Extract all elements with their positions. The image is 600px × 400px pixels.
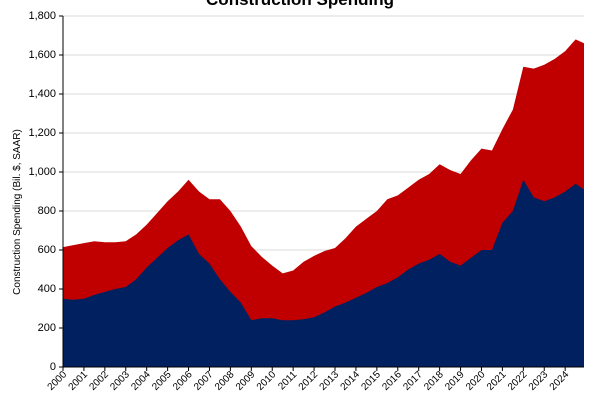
- x-tick-label: 2011: [276, 369, 299, 392]
- y-tick-label: 1,800: [28, 10, 56, 22]
- x-tick-label: 2016: [380, 369, 404, 393]
- y-tick-labels: 0 200 400 600 800 1,000 1,200 1,400 1,600 1,800: [28, 10, 63, 373]
- y-tick-label: 0: [50, 361, 56, 373]
- x-tick-label: 2023: [527, 369, 551, 393]
- x-tick-label: 2021: [485, 369, 509, 393]
- area-series-2: [63, 179, 584, 367]
- x-tick-labels: 2000200120022003200420052006200720082009…: [46, 367, 572, 393]
- x-tick-label: 2012: [297, 369, 321, 393]
- x-tick-label: 2018: [422, 369, 446, 393]
- x-tick-label: 2020: [464, 369, 488, 393]
- x-tick-label: 2005: [150, 369, 174, 393]
- x-tick-label: 2002: [87, 369, 111, 393]
- chart-title: Construction Spending: [206, 0, 394, 9]
- y-tick-label: 600: [38, 244, 56, 256]
- x-tick-label: 2001: [67, 369, 91, 393]
- x-tick-label: 2010: [255, 369, 279, 393]
- x-tick-label: 2004: [129, 369, 153, 393]
- x-tick-label: 2017: [401, 369, 425, 393]
- y-tick-label: 1,600: [28, 49, 56, 61]
- axes: [62, 16, 584, 368]
- x-tick-label: 2024: [548, 369, 572, 393]
- y-tick-label: 1,400: [28, 88, 56, 100]
- x-tick-label: 2019: [443, 369, 467, 393]
- x-tick-label: 2006: [171, 369, 195, 393]
- x-tick-label: 2007: [192, 369, 216, 393]
- x-tick-label: 2009: [234, 369, 258, 393]
- x-tick-label: 2008: [213, 369, 237, 393]
- x-tick-label: 2015: [359, 369, 383, 393]
- x-tick-label: 2013: [318, 369, 342, 393]
- x-tick-label: 2014: [339, 369, 363, 393]
- y-tick-label: 800: [38, 205, 56, 217]
- y-tick-label: 1,200: [28, 127, 56, 139]
- y-tick-label: 1,000: [28, 166, 56, 178]
- area-series: [63, 39, 584, 368]
- y-tick-label: 200: [38, 322, 56, 334]
- y-axis-label: Construction Spending (Bil. $, SAAR): [12, 129, 23, 295]
- x-tick-label: 2003: [108, 369, 132, 393]
- x-tick-label: 2022: [506, 369, 530, 393]
- y-tick-label: 400: [38, 283, 56, 295]
